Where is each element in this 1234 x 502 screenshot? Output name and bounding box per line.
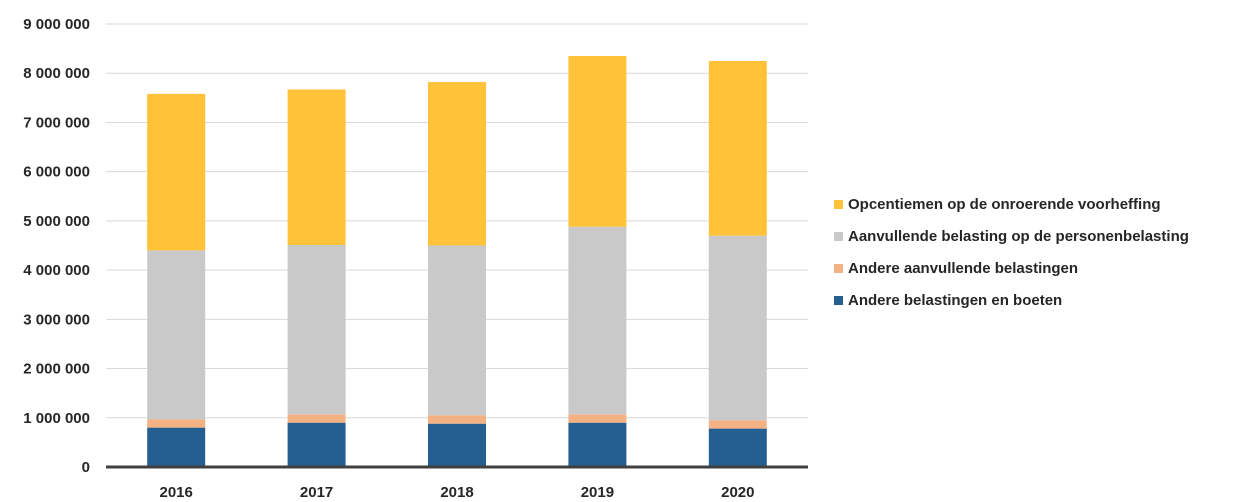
bar-segment: [428, 245, 486, 416]
y-tick-label: 6 000 000: [23, 164, 90, 181]
y-axis-tick-labels: 0 1 000 000 2 000 000 3 000 000 4 000 000 5 0…: [23, 16, 90, 476]
y-tick-label: 8 000 000: [23, 65, 90, 82]
legend-label: Aanvullende belasting op de personenbela…: [848, 228, 1189, 245]
y-tick-label: 2 000 000: [23, 361, 90, 378]
bar-segment: [287, 422, 346, 467]
y-tick-label: 9 000 000: [23, 16, 90, 33]
legend-label: Andere belastingen en boeten: [848, 292, 1062, 309]
bar-segment: [708, 428, 767, 467]
bar-segment: [428, 82, 486, 246]
bar-segment: [147, 250, 206, 420]
x-tick-label: 2016: [160, 484, 193, 501]
legend-swatch: [834, 200, 843, 209]
bar-segment: [708, 420, 767, 429]
x-tick-label: 2019: [581, 484, 614, 501]
bar-segment: [568, 414, 627, 423]
y-tick-label: 5 000 000: [23, 213, 90, 230]
legend-swatch: [834, 296, 843, 305]
bar-segment: [147, 419, 206, 428]
y-tick-label: 7 000 000: [23, 114, 90, 131]
bar-segment: [428, 423, 486, 467]
x-tick-label: 2018: [440, 484, 473, 501]
y-tick-label: 1 000 000: [23, 410, 90, 427]
bar-segment: [708, 60, 767, 236]
y-tick-label: 0: [82, 459, 90, 476]
bar-segment: [147, 93, 206, 251]
x-tick-label: 2020: [721, 484, 754, 501]
x-tick-label: 2017: [300, 484, 333, 501]
bar-segment: [287, 245, 346, 415]
y-tick-label: 4 000 000: [23, 262, 90, 279]
bar-segment: [708, 235, 767, 421]
legend-swatch: [834, 264, 843, 273]
x-axis-tick-labels: 2016 2017 2018 2019 2020: [160, 484, 755, 501]
y-tick-label: 3 000 000: [23, 311, 90, 328]
legend-label: Opcentiemen op de onroerende voorheffing: [848, 196, 1161, 213]
bars: [147, 55, 767, 467]
bar-segment: [428, 415, 486, 424]
legend: Opcentiemen op de onroerende voorheffing…: [834, 196, 1189, 309]
bar-segment: [287, 414, 346, 423]
bar-segment: [568, 55, 627, 227]
bar-segment: [568, 422, 627, 467]
bar-segment: [568, 226, 627, 415]
bar-segment: [147, 427, 206, 467]
legend-swatch: [834, 232, 843, 241]
legend-label: Andere aanvullende belastingen: [848, 260, 1078, 277]
bar-segment: [287, 89, 346, 246]
